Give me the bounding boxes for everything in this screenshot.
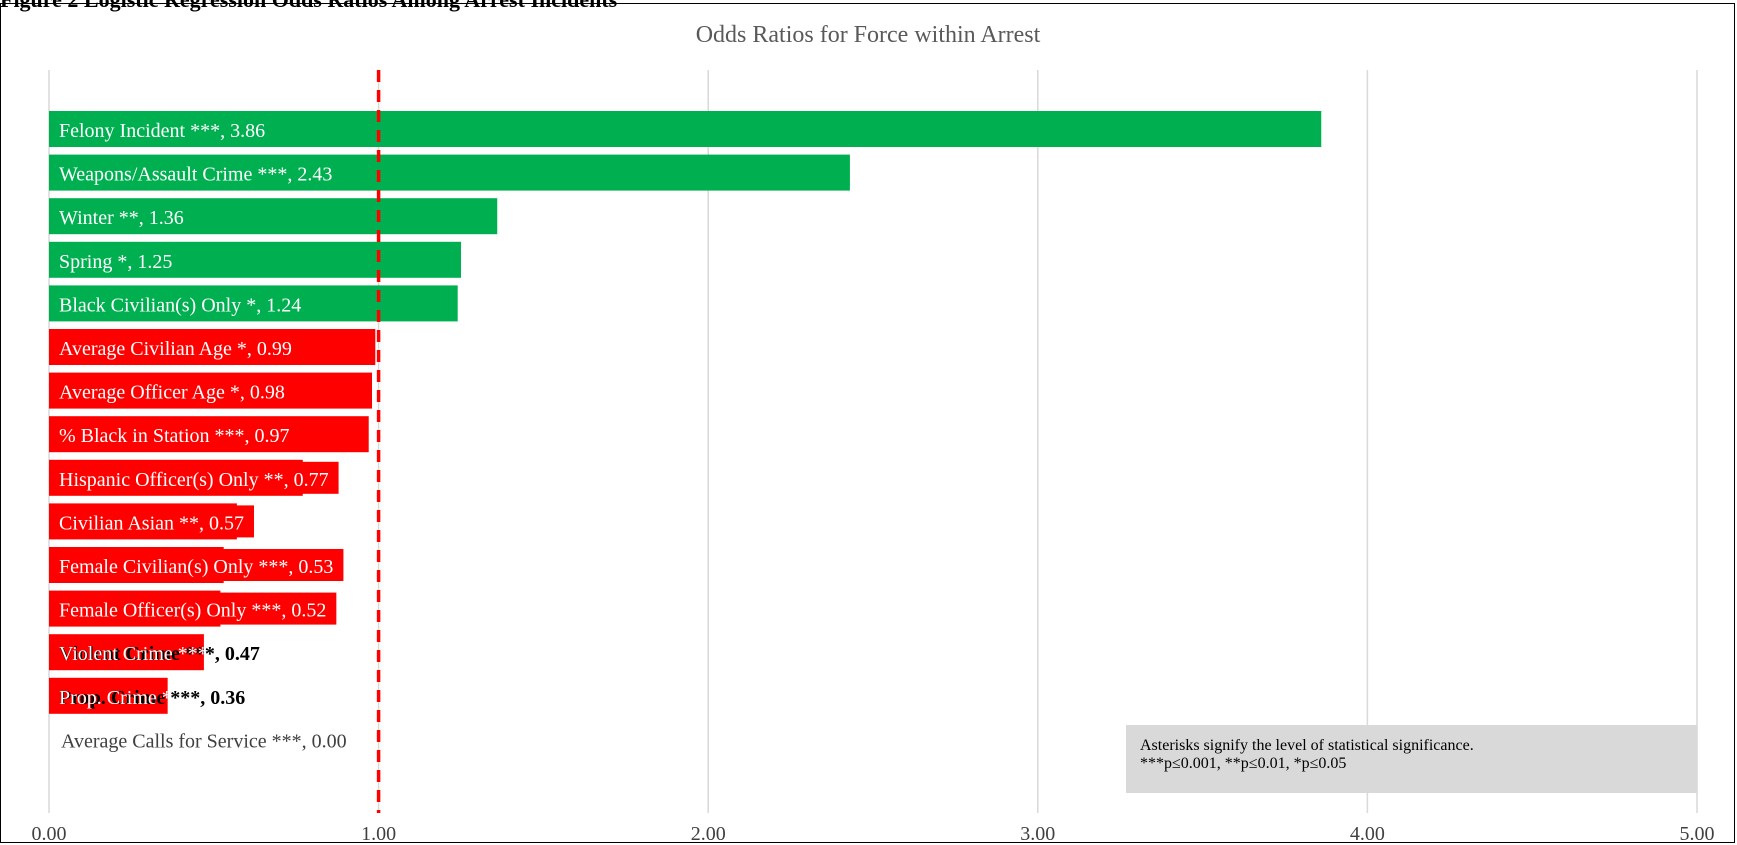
bar-label: Spring *, 1.25: [59, 251, 172, 273]
bar-label: Black Civilian(s) Only *, 1.24: [59, 294, 301, 316]
bar-label: Civilian Asian **, 0.57: [59, 512, 244, 534]
bar-label-background: [300, 461, 339, 494]
bar-label: Average Civilian Age *, 0.99: [59, 338, 292, 360]
bar-label: Female Officer(s) Only ***, 0.52: [59, 600, 326, 622]
note-box: [1126, 725, 1697, 793]
x-tick-label: 0.00: [32, 823, 67, 845]
x-tick-label: 1.00: [361, 823, 396, 845]
bar: [49, 329, 376, 365]
bar-label-background: [221, 549, 344, 581]
bar: [49, 547, 224, 583]
bar-label: % Black in Station ***, 0.97: [59, 425, 290, 447]
bar-label-overlay: Prop. Crime ***, 0.36: [59, 687, 237, 709]
bar-label: Winter **, 1.36: [59, 207, 184, 229]
bar-label: Prop. Crime ***, 0.36: [59, 687, 245, 709]
bar-label-background: [218, 592, 337, 625]
bars: Felony Incident ***, 3.86 Weapons/Assault…: [49, 111, 1322, 752]
bar: [49, 459, 303, 496]
bar: [49, 677, 168, 714]
bar: [49, 241, 461, 278]
bar: [49, 154, 850, 191]
significance-note: Asterisks signify the level of statistic…: [1126, 725, 1697, 793]
bar: [49, 372, 373, 409]
bar-label: Hispanic Officer(s) Only **, 0.77: [59, 469, 329, 491]
bar-label: Violent Crime ***, 0.47: [59, 643, 260, 665]
bar-label-background: [234, 505, 254, 538]
x-axis-ticks: 0.00 1.00 2.00 3.00 4.00 5.00: [32, 823, 1715, 845]
bar-label: Average Officer Age *, 0.98: [59, 382, 285, 404]
chart-frame: [0, 3, 1735, 843]
bar-label-overlay: Violent Crime ***, 0.47: [59, 643, 253, 665]
bar: [49, 416, 369, 453]
note-line-1: Asterisks signify the level of statistic…: [1140, 737, 1474, 754]
bar: [49, 634, 204, 671]
bar: [49, 111, 1322, 147]
x-tick-label: 5.00: [1680, 823, 1715, 845]
bar: [49, 285, 458, 322]
bar: [49, 590, 221, 627]
x-tick-label: 2.00: [691, 823, 726, 845]
bar-label: Female Civilian(s) Only ***, 0.53: [59, 556, 333, 578]
bar-label: Weapons/Assault Crime ***, 2.43: [59, 164, 332, 186]
bar: [49, 198, 498, 235]
bar-label: Average Calls for Service ***, 0.00: [61, 730, 347, 752]
bar-label: Felony Incident ***, 3.86: [59, 120, 265, 142]
note-line-2: ***p≤0.001, **p≤0.01, *p≤0.05: [1140, 755, 1346, 772]
x-tick-label: 3.00: [1020, 823, 1055, 845]
chart-title: Odds Ratios for Force within Arrest: [696, 22, 1041, 48]
bar: [49, 503, 237, 540]
x-tick-label: 4.00: [1350, 823, 1385, 845]
